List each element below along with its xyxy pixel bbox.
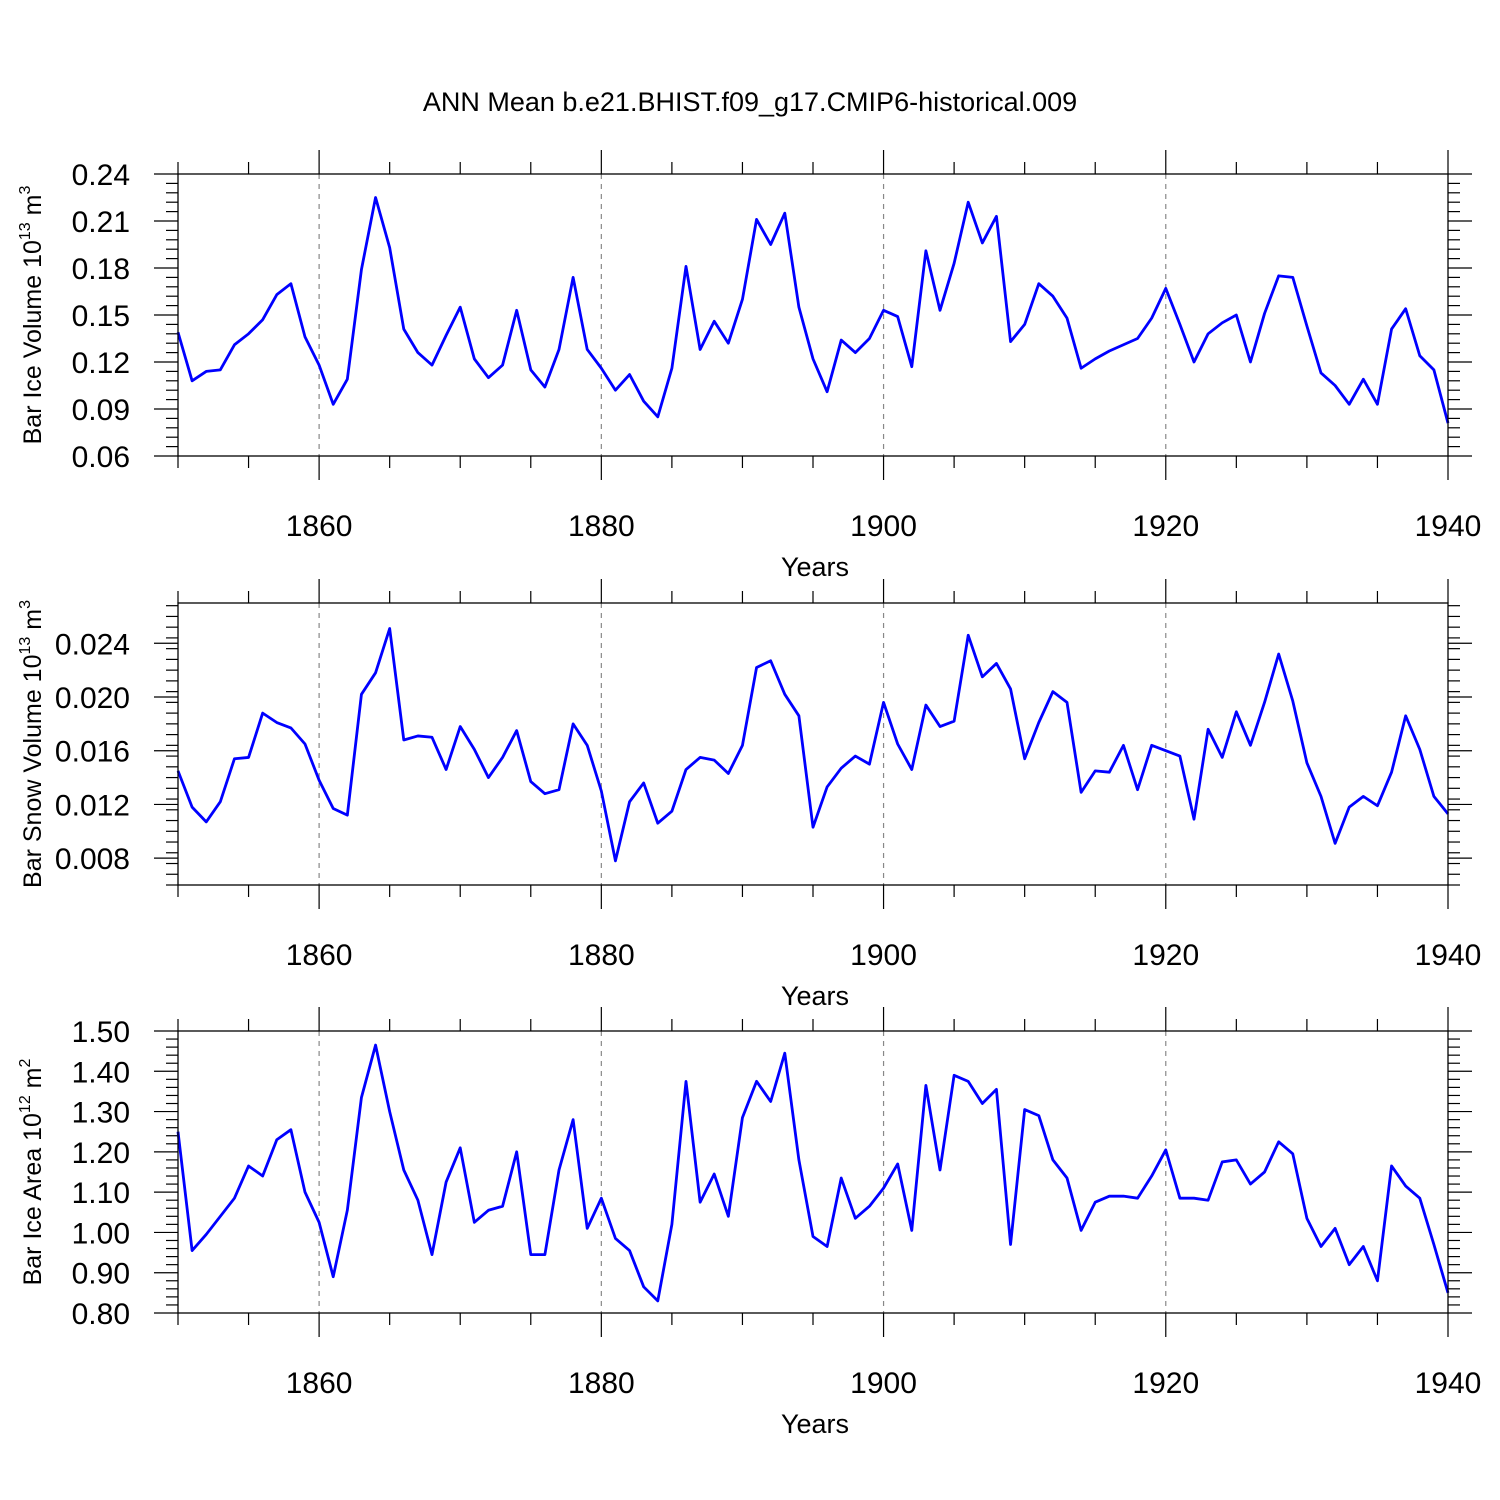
panels: 1860 1880 1900 1920 1940 Years 0.06 0.09 0.12 0.1… (17, 150, 1481, 1439)
x-axis-label: Years (781, 981, 849, 1011)
x-tick-label: 1880 (568, 510, 635, 543)
x-tick-label: 1940 (1415, 939, 1482, 972)
y-tick-label: 0.12 (72, 347, 130, 380)
x-tick-label: 1920 (1132, 510, 1199, 543)
x-tick-label: 1880 (568, 1367, 635, 1400)
y-axis-label: Bar Ice Volume 1013 m3 (17, 186, 47, 445)
x-tick-label: 1860 (286, 939, 353, 972)
panel-1: 1860 1880 1900 1920 1940 Years 0.06 0.09 0.12 0.1… (17, 150, 1481, 582)
panel-2: 1860 1880 1900 1920 1940 Years 0.008 0.012 0.016… (17, 579, 1481, 1011)
y-tick-label: 0.020 (55, 682, 130, 715)
y-tick-label: 0.024 (55, 628, 130, 661)
y-tick-label: 0.012 (55, 789, 130, 822)
x-tick-label: 1900 (850, 510, 917, 543)
y-tick-label: 0.90 (72, 1258, 130, 1291)
y-tick-label: 1.30 (72, 1097, 130, 1130)
x-tick-label: 1900 (850, 939, 917, 972)
x-axis-label: Years (781, 552, 849, 582)
x-tick-label: 1940 (1415, 1367, 1482, 1400)
y-tick-label: 0.80 (72, 1298, 130, 1331)
series-line (176, 627, 1450, 863)
y-tick-label: 0.24 (72, 159, 130, 192)
y-tick-label: 0.06 (72, 441, 130, 474)
y-tick-label: 1.50 (72, 1016, 130, 1049)
y-tick-label: 1.20 (72, 1137, 130, 1170)
x-tick-label: 1900 (850, 1367, 917, 1400)
plot-frame (177, 173, 1449, 457)
figure-title: ANN Mean b.e21.BHIST.f09_g17.CMIP6-histo… (423, 87, 1077, 117)
y-tick-label: 1.00 (72, 1217, 130, 1250)
panel-3: 1860 1880 1900 1920 1940 Years 0.80 0.90 1.00 1.1… (17, 1007, 1481, 1439)
y-tick-label: 1.10 (72, 1177, 130, 1210)
x-axis-label: Years (781, 1409, 849, 1439)
plot-frame (177, 602, 1449, 886)
y-tick-label: 0.21 (72, 206, 130, 239)
y-tick-label: 0.016 (55, 736, 130, 769)
x-tick-label: 1860 (286, 1367, 353, 1400)
y-tick-label: 0.09 (72, 394, 130, 427)
y-tick-label: 0.18 (72, 253, 130, 286)
x-tick-label: 1880 (568, 939, 635, 972)
y-axis-label: Bar Snow Volume 1013 m3 (17, 600, 47, 888)
x-tick-label: 1940 (1415, 510, 1482, 543)
series-line (176, 196, 1450, 424)
y-tick-label: 0.008 (55, 843, 130, 876)
y-tick-label: 1.40 (72, 1056, 130, 1089)
y-tick-label: 0.15 (72, 300, 130, 333)
x-tick-label: 1920 (1132, 939, 1199, 972)
x-tick-label: 1860 (286, 510, 353, 543)
series-line (176, 1043, 1450, 1303)
x-tick-label: 1920 (1132, 1367, 1199, 1400)
y-axis-label: Bar Ice Area 1012 m2 (17, 1059, 47, 1286)
plot-frame (177, 1030, 1449, 1314)
